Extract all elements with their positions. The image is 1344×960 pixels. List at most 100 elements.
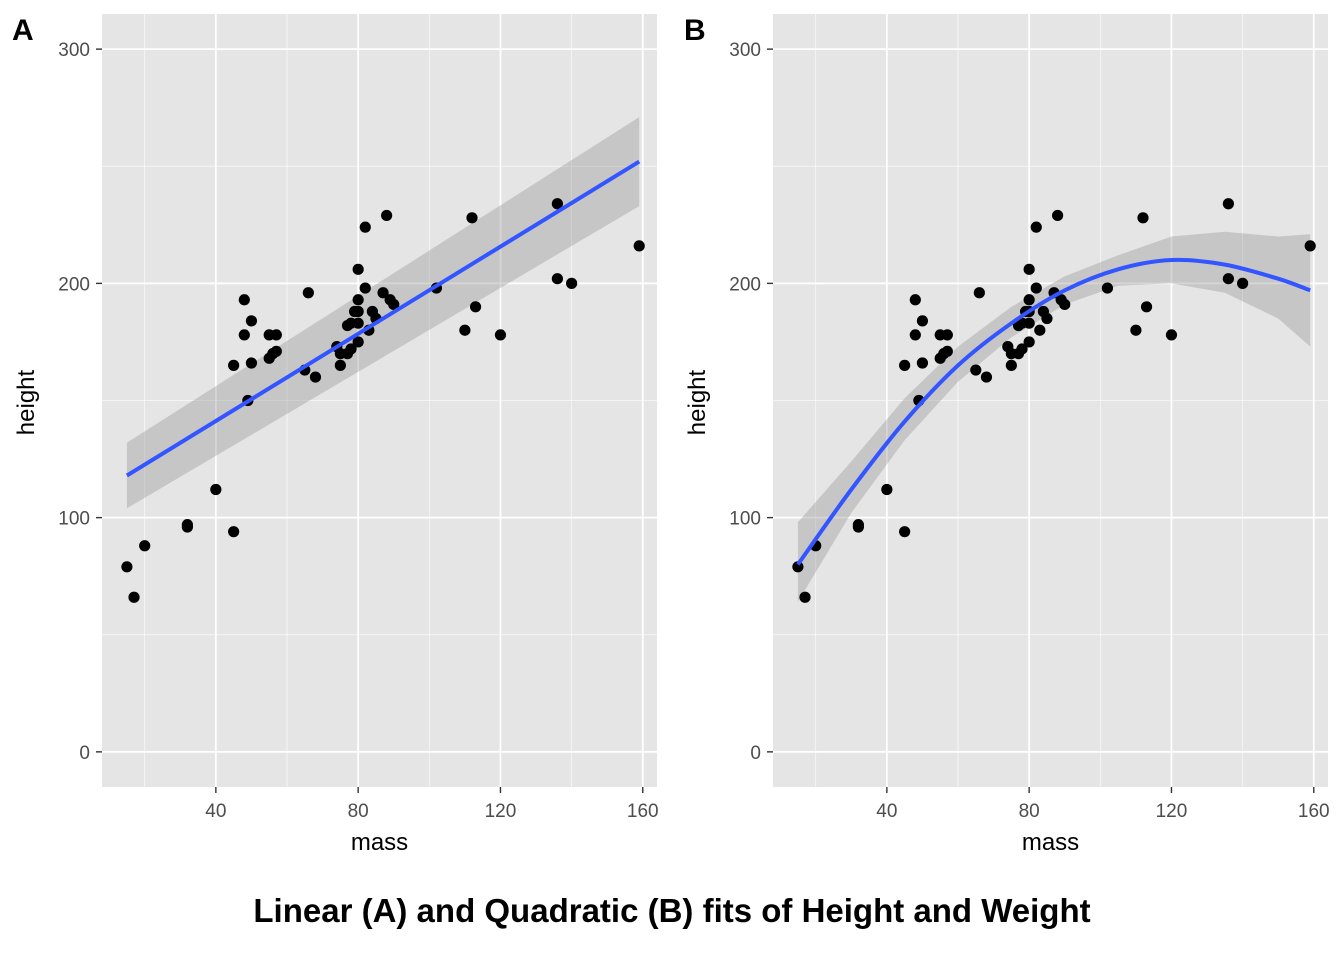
data-point bbox=[899, 359, 911, 371]
data-point bbox=[909, 329, 921, 341]
data-point bbox=[551, 273, 563, 285]
data-point bbox=[881, 483, 893, 496]
data-point bbox=[302, 287, 314, 299]
data-point bbox=[388, 298, 400, 311]
data-point bbox=[970, 364, 982, 376]
x-tick-label: 120 bbox=[485, 801, 517, 822]
data-point bbox=[345, 343, 357, 355]
data-point bbox=[1023, 294, 1035, 306]
data-point bbox=[980, 371, 993, 383]
data-point bbox=[916, 315, 929, 327]
data-point bbox=[916, 357, 929, 369]
data-point bbox=[1041, 312, 1053, 325]
data-point bbox=[352, 317, 364, 329]
fit-line bbox=[796, 257, 1311, 566]
data-point bbox=[381, 209, 393, 222]
data-point bbox=[899, 526, 911, 538]
data-point bbox=[1023, 263, 1035, 275]
data-point bbox=[633, 240, 645, 252]
panel-label: B bbox=[684, 14, 706, 47]
confidence-band bbox=[126, 117, 640, 509]
data-point bbox=[469, 301, 482, 313]
data-point bbox=[238, 294, 250, 306]
data-point bbox=[466, 212, 478, 224]
data-point bbox=[228, 359, 240, 371]
data-point bbox=[270, 329, 282, 341]
data-point bbox=[309, 371, 322, 383]
data-point bbox=[1023, 317, 1035, 329]
data-point bbox=[1030, 221, 1042, 233]
y-tick-label: 200 bbox=[58, 274, 90, 295]
data-point bbox=[238, 329, 250, 341]
x-tick-label: 120 bbox=[1156, 801, 1188, 822]
data-point bbox=[245, 357, 258, 369]
y-tick-label: 300 bbox=[729, 40, 761, 61]
figure-caption: Linear (A) and Quadratic (B) fits of Hei… bbox=[253, 892, 1091, 929]
data-point bbox=[352, 336, 364, 348]
data-point bbox=[352, 305, 364, 318]
data-point bbox=[1030, 282, 1042, 294]
data-point bbox=[1304, 240, 1316, 252]
y-tick-label: 100 bbox=[729, 509, 761, 530]
x-tick-label: 160 bbox=[627, 801, 659, 822]
data-point bbox=[1140, 301, 1153, 313]
data-point bbox=[210, 483, 222, 496]
data-point bbox=[377, 287, 389, 299]
data-point bbox=[566, 277, 578, 289]
x-tick-label: 80 bbox=[348, 801, 369, 822]
data-point bbox=[334, 359, 346, 371]
data-point bbox=[1222, 198, 1234, 210]
data-point bbox=[852, 519, 864, 531]
data-point bbox=[1237, 277, 1249, 289]
data-point bbox=[1137, 212, 1149, 224]
data-point bbox=[459, 324, 471, 336]
data-point bbox=[1059, 298, 1071, 311]
data-point bbox=[228, 526, 240, 538]
data-point bbox=[139, 540, 151, 552]
data-point bbox=[121, 561, 133, 573]
data-point bbox=[973, 287, 985, 299]
data-point bbox=[1165, 329, 1178, 341]
y-tick-label: 0 bbox=[750, 743, 761, 764]
data-point bbox=[359, 221, 371, 233]
confidence-band bbox=[797, 231, 1311, 602]
panel-label: A bbox=[12, 14, 34, 47]
panel-b: 40 80 120 160 0 100 200 300 mass height B bbox=[684, 14, 1330, 856]
x-axis-title: mass bbox=[351, 829, 408, 856]
data-point bbox=[359, 282, 371, 294]
x-tick-label: 40 bbox=[876, 801, 897, 822]
y-tick-label: 200 bbox=[729, 274, 761, 295]
x-axis-title: mass bbox=[1022, 829, 1079, 856]
data-point bbox=[1016, 343, 1028, 355]
y-tick-label: 0 bbox=[79, 743, 90, 764]
data-point bbox=[799, 591, 811, 603]
data-point bbox=[352, 294, 364, 306]
data-point bbox=[941, 345, 953, 357]
y-axis-title: height bbox=[13, 369, 40, 435]
data-point bbox=[1222, 273, 1234, 285]
data-point bbox=[1023, 336, 1035, 348]
x-tick-label: 160 bbox=[1298, 801, 1330, 822]
data-point bbox=[551, 198, 563, 210]
data-point bbox=[1101, 282, 1114, 294]
data-point bbox=[245, 315, 258, 327]
fit-line bbox=[125, 159, 641, 478]
data-point bbox=[1034, 324, 1046, 336]
data-point bbox=[1130, 324, 1142, 336]
panel-a: 40 80 120 160 0 100 200 300 mass height A bbox=[12, 14, 659, 856]
data-point bbox=[1052, 209, 1064, 222]
data-point bbox=[792, 561, 804, 573]
data-point bbox=[352, 263, 364, 275]
data-point bbox=[494, 329, 507, 341]
y-tick-label: 300 bbox=[58, 40, 90, 61]
data-point bbox=[909, 294, 921, 306]
data-point bbox=[1005, 359, 1017, 371]
x-tick-label: 80 bbox=[1019, 801, 1040, 822]
data-point bbox=[270, 345, 282, 357]
y-tick-label: 100 bbox=[58, 509, 90, 530]
data-point bbox=[128, 591, 140, 603]
data-point bbox=[941, 329, 953, 341]
x-tick-label: 40 bbox=[205, 801, 226, 822]
data-point bbox=[181, 519, 193, 531]
